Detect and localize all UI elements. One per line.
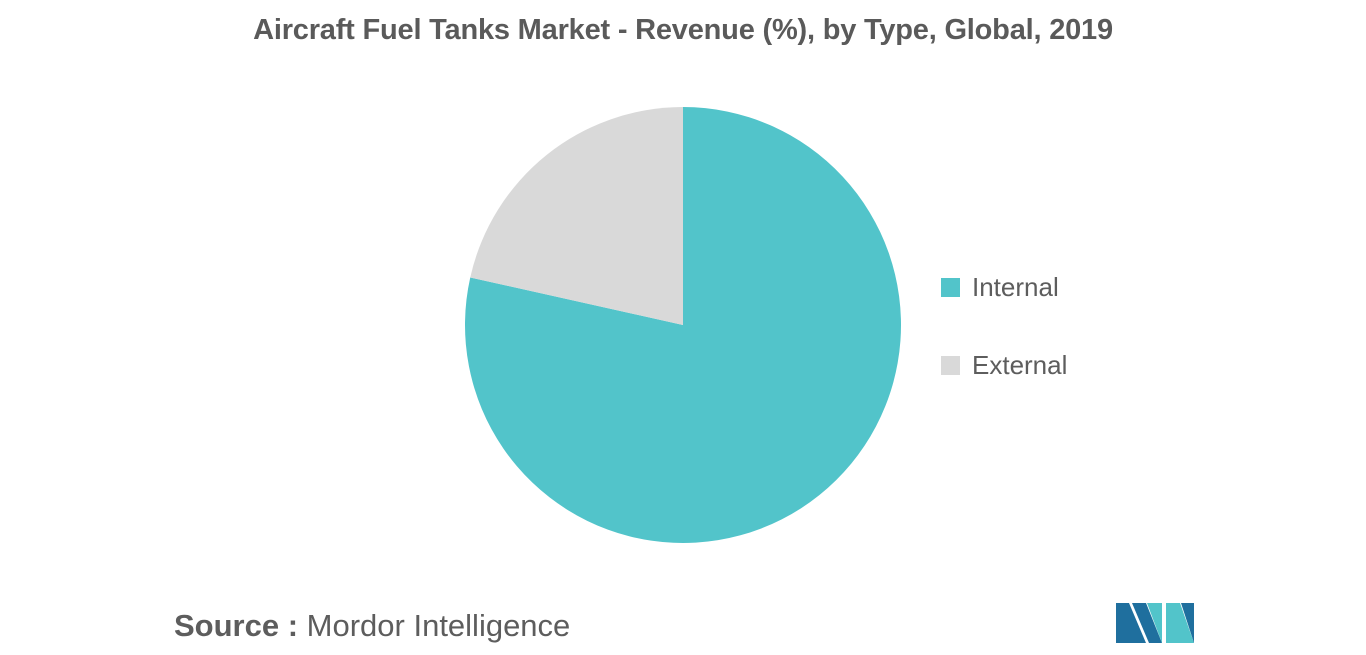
mordor-intelligence-logo <box>1116 603 1194 643</box>
legend-swatch-internal <box>941 277 960 297</box>
logo-shape-left <box>1116 603 1146 643</box>
legend-item-internal: Internal <box>941 270 1067 304</box>
source-label: Source : <box>174 608 299 643</box>
legend-item-external: External <box>941 348 1067 382</box>
pie-slice-external <box>470 107 683 325</box>
logo-shape-mid-dark <box>1132 603 1162 643</box>
logo-shape-mid-light <box>1147 603 1162 643</box>
source-text: Mordor Intelligence <box>306 608 571 643</box>
logo-shape-right-light <box>1166 603 1194 643</box>
logo-shape-right-dark <box>1181 603 1194 643</box>
chart-title: Aircraft Fuel Tanks Market - Revenue (%)… <box>253 14 1113 46</box>
legend: Internal External <box>941 270 1067 426</box>
legend-label-internal: Internal <box>972 271 1059 302</box>
legend-label-external: External <box>972 349 1068 380</box>
legend-swatch-external <box>941 355 960 375</box>
source-note: Source : Mordor Intelligence <box>174 608 570 644</box>
